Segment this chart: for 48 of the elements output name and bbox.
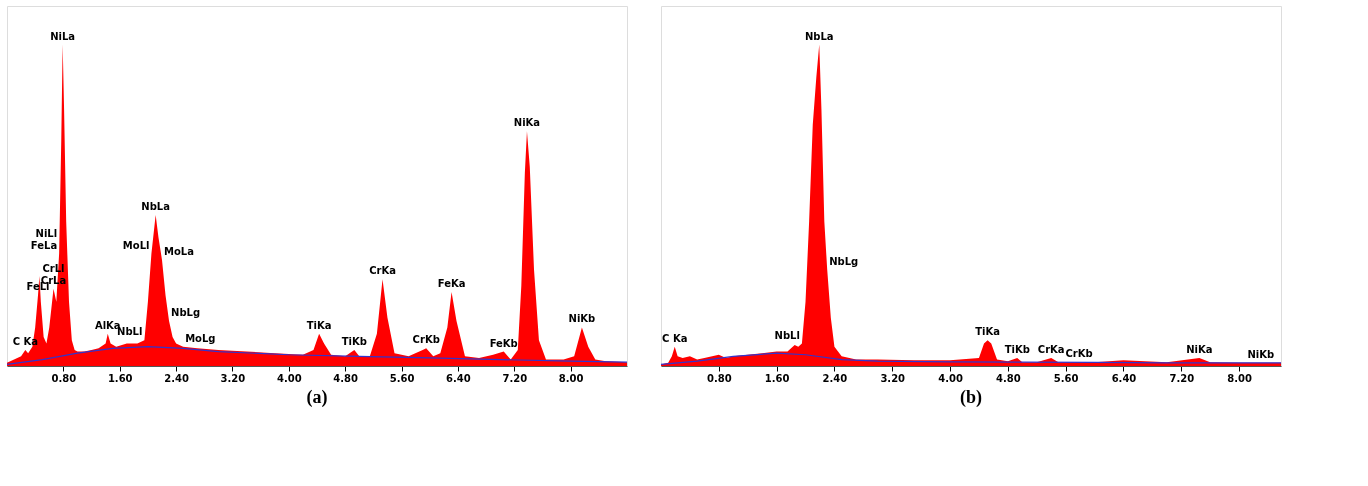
x-tick-label: 3.20 <box>880 372 906 384</box>
annotation: MoLg <box>185 332 216 344</box>
x-tick-label: 8.00 <box>1227 372 1252 384</box>
annotation: FeKa <box>437 278 466 290</box>
x-tick-label: 6.40 <box>446 372 471 384</box>
annotation: NiKb <box>568 313 596 325</box>
annotation: NbLg <box>829 255 859 267</box>
x-tick-label: 7.20 <box>502 372 528 384</box>
x-tick-label: 3.20 <box>220 372 246 384</box>
annotation: FeKb <box>489 337 518 349</box>
annotation: C Ka <box>662 332 688 344</box>
annotation: TiKa <box>975 326 1000 338</box>
x-tick-label: 6.40 <box>1111 372 1137 384</box>
annotation: TiKa <box>306 319 332 331</box>
x-tick-label: 4.80 <box>996 372 1021 384</box>
x-tick-label: 4.80 <box>333 372 359 384</box>
annotation: NiKa <box>513 117 541 129</box>
x-tick-label: 0.80 <box>706 372 732 384</box>
annotation: NbLa <box>804 30 834 42</box>
annotation: NiKb <box>1247 348 1275 360</box>
x-tick-label: 2.40 <box>164 372 189 384</box>
x-tick-label: 1.60 <box>107 372 133 384</box>
x-tick-label: 1.60 <box>764 372 790 384</box>
x-tick-label: 4.00 <box>276 372 302 384</box>
annotation: TiKb <box>1004 343 1030 355</box>
annotation: CrKa <box>369 265 396 277</box>
x-tick-label: 5.60 <box>389 372 415 384</box>
annotation: NbLg <box>171 307 201 318</box>
annotation: FeLa <box>30 239 58 251</box>
annotation: MoLa <box>164 245 194 257</box>
annotation: TiKb <box>341 335 367 347</box>
annotation: NiLa <box>50 30 76 42</box>
annotation: CrKb <box>1065 348 1093 360</box>
annotation: MoLl <box>122 239 150 251</box>
text: (b) <box>960 387 982 408</box>
annotation: NbLa <box>141 200 170 212</box>
x-tick-label: 7.20 <box>1169 372 1195 384</box>
annotation: NiKa <box>1186 343 1213 355</box>
x-tick-label: 5.60 <box>1053 372 1079 384</box>
x-tick-label: 8.00 <box>558 372 584 384</box>
x-tick-label: 2.40 <box>822 372 848 384</box>
annotation: CrKb <box>412 334 440 346</box>
x-tick-label: 0.80 <box>51 372 77 384</box>
text: (a) <box>306 387 328 408</box>
annotation: NiLl <box>35 227 58 239</box>
annotation: CrKa <box>1037 343 1065 355</box>
annotation: NbLl <box>774 329 800 341</box>
x-tick-label: 4.00 <box>938 372 963 384</box>
